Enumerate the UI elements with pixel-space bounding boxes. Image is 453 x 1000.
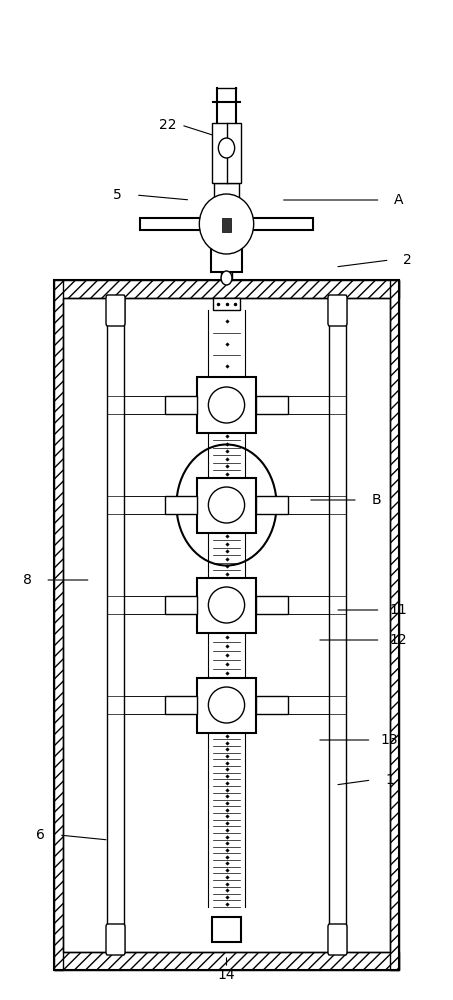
Ellipse shape [199, 194, 254, 254]
Bar [165, 696, 197, 714]
FancyBboxPatch shape [106, 924, 125, 955]
Bar [197, 578, 256, 633]
Bar [197, 377, 256, 432]
Text: 14: 14 [218, 968, 235, 982]
Bar [165, 596, 197, 614]
Bar [54, 280, 399, 970]
Text: 22: 22 [159, 118, 176, 132]
Bar [329, 298, 346, 952]
Text: 2: 2 [403, 253, 412, 267]
Bar [212, 917, 241, 942]
Bar [197, 478, 256, 532]
Text: B: B [371, 493, 381, 507]
Ellipse shape [208, 387, 245, 423]
Text: 5: 5 [113, 188, 122, 202]
Ellipse shape [218, 138, 235, 158]
Text: 11: 11 [390, 603, 408, 617]
Ellipse shape [208, 687, 245, 723]
Bar [256, 596, 288, 614]
Bar [222, 218, 231, 232]
Text: A: A [394, 193, 403, 207]
Bar [213, 298, 240, 310]
Bar [390, 280, 399, 970]
Ellipse shape [208, 587, 245, 623]
Text: 1: 1 [385, 773, 394, 787]
FancyBboxPatch shape [328, 295, 347, 326]
FancyBboxPatch shape [328, 924, 347, 955]
Text: 6: 6 [36, 828, 45, 842]
Text: 12: 12 [390, 633, 407, 647]
Bar [54, 280, 399, 298]
Bar [165, 496, 197, 514]
Bar [54, 952, 399, 970]
Bar [54, 280, 63, 970]
Ellipse shape [208, 487, 245, 523]
Bar [212, 123, 241, 183]
Text: 8: 8 [23, 573, 32, 587]
Bar [214, 183, 239, 208]
Bar [165, 396, 197, 414]
Bar [256, 496, 288, 514]
Bar [256, 396, 288, 414]
Bar [107, 298, 124, 323]
Bar [211, 242, 242, 272]
Text: 13: 13 [381, 733, 398, 747]
Bar [256, 696, 288, 714]
FancyBboxPatch shape [106, 295, 125, 326]
Bar [140, 218, 313, 230]
Ellipse shape [221, 271, 232, 285]
Bar [197, 678, 256, 732]
Bar [63, 298, 390, 952]
Bar [107, 298, 124, 952]
